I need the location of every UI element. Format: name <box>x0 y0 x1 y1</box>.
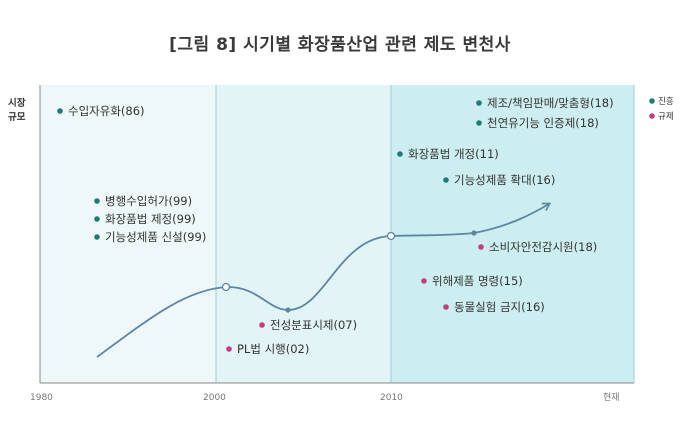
annotation-dot-promotion <box>397 151 403 157</box>
y-axis-label-line2: 규모 <box>8 112 26 123</box>
annotation-dot-regulation <box>421 278 427 284</box>
legend-regulation-dot <box>649 113 655 119</box>
x-tick-2010: 2010 <box>380 393 403 403</box>
annotation-dot-regulation <box>226 346 232 352</box>
annotation-group: 수입자유화(86) 병행수입허가(99) 화장품법 제정(99) 기능성제품 신설(9… <box>57 96 614 356</box>
annotation-label: 기능성제품 확대(16) <box>454 173 555 187</box>
annotation-dot-promotion <box>476 120 482 126</box>
annotation-dot-promotion <box>57 108 63 114</box>
annotation-label: 동물실험 금지(16) <box>454 300 545 314</box>
x-tick-1980: 1980 <box>30 393 53 403</box>
annotation-dot-promotion <box>476 100 482 106</box>
curve-node-2000 <box>221 282 231 292</box>
band-2010-now <box>391 85 634 383</box>
chart-title: [그림 8] 시기별 화장품산업 관련 제도 변천사 <box>169 35 511 55</box>
annotation-label: 화장품법 개정(11) <box>408 147 499 161</box>
x-tick-2000: 2000 <box>203 393 226 403</box>
curve-node-2015 <box>471 230 477 236</box>
curve-node-2005 <box>285 307 291 313</box>
legend-regulation-label: 규제 <box>658 112 674 122</box>
annotation-label: 전성분표시제(07) <box>270 318 357 332</box>
band-2000-2010 <box>216 85 391 383</box>
annotation-dot-promotion <box>94 198 100 204</box>
annotation-label: 화장품법 제정(99) <box>105 212 196 226</box>
annotation-dot-promotion <box>443 177 449 183</box>
x-tick-now: 현재 <box>603 392 620 403</box>
annotation-label: PL법 시행(02) <box>237 342 309 356</box>
annotation-label: 위해제품 명령(15) <box>432 274 523 288</box>
y-axis-label: 시장 <box>8 97 26 109</box>
annotation-dot-promotion <box>94 234 100 240</box>
annotation-dot-promotion <box>94 216 100 222</box>
annotation-label: 병행수입허가(99) <box>105 194 192 208</box>
legend-promotion-dot <box>649 98 655 104</box>
annotation-dot-regulation <box>478 244 484 250</box>
curve-node-2010 <box>386 231 396 241</box>
annotation-label: 기능성제품 신설(99) <box>105 230 206 244</box>
legend-promotion-label: 진흥 <box>658 96 674 107</box>
annotation-label: 소비자안전감시원(18) <box>489 240 597 254</box>
annotation-label: 제조/책임판매/맞춤형(18) <box>487 96 614 110</box>
annotation-label: 수입자유화(86) <box>68 104 145 118</box>
annotation-dot-regulation <box>443 304 449 310</box>
annotation-label: 천연유기능 인증제(18) <box>487 116 599 130</box>
annotation-dot-regulation <box>259 322 265 328</box>
